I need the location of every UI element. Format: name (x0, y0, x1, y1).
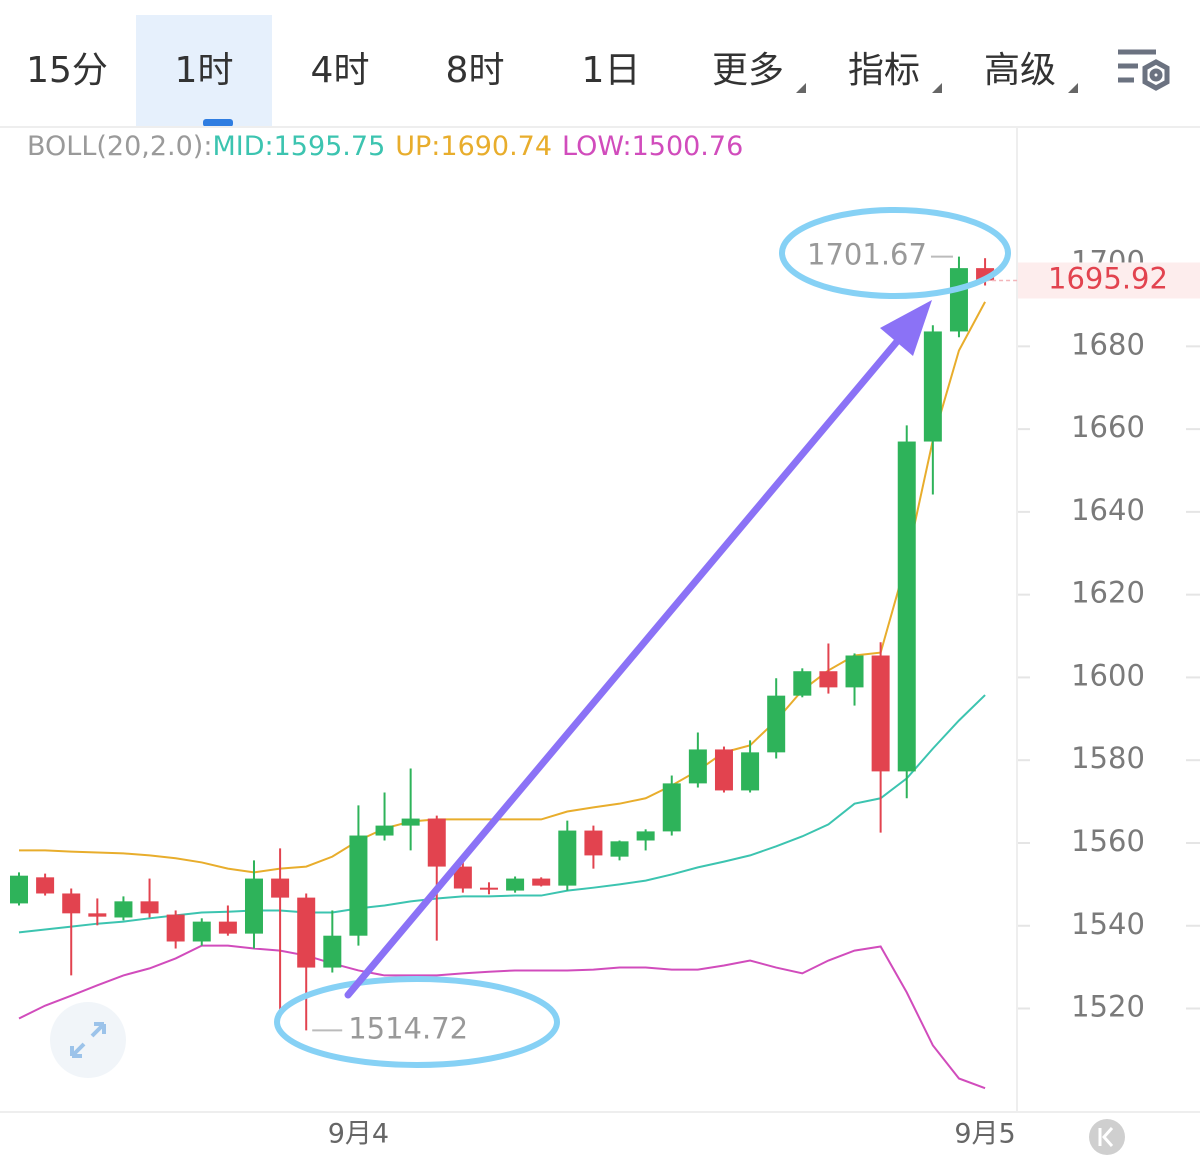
tab[interactable]: 1时 (175, 50, 234, 91)
candle-body (506, 878, 525, 891)
tab[interactable]: 1日 (582, 50, 641, 91)
candle-body (271, 878, 290, 898)
candle-body (584, 830, 603, 856)
y-tick-label: 1580 (1071, 741, 1145, 775)
candle-body (297, 897, 316, 968)
candle-body (923, 331, 942, 442)
candle-body (401, 818, 420, 826)
candle-body (636, 831, 655, 841)
active-tab-indicator (203, 119, 233, 127)
candle-body (10, 875, 28, 904)
tab[interactable]: 指标 (848, 50, 920, 91)
tab[interactable]: 高级 (984, 50, 1056, 91)
candle-body (714, 749, 733, 791)
tab[interactable]: 15分 (26, 50, 108, 91)
tab[interactable]: 更多 (712, 50, 784, 91)
candle-body (741, 752, 760, 791)
candle-body (949, 268, 968, 332)
candle-body (192, 921, 211, 942)
candle-body (88, 913, 107, 917)
legend-text: 1595.75 (274, 131, 386, 162)
candle-body (897, 441, 916, 772)
candle-body (793, 671, 812, 696)
candle-body (819, 671, 838, 688)
y-tick-label: 1660 (1071, 410, 1145, 444)
y-tick-label: 1560 (1071, 824, 1145, 858)
x-tick-label: 9月5 (954, 1119, 1015, 1150)
candle-body (323, 935, 342, 968)
candle-body (62, 893, 81, 914)
settings-icon[interactable] (1118, 49, 1170, 91)
y-tick-label: 1640 (1071, 493, 1145, 527)
candle-body (375, 825, 394, 836)
legend-text: UP: (395, 131, 440, 162)
y-tick-label: 1600 (1071, 658, 1145, 692)
candle-body (845, 655, 864, 688)
dropdown-caret (932, 83, 942, 93)
trend-arrow (344, 328, 909, 999)
candle-body (140, 901, 159, 914)
indicator-legend: BOLL(20,2.0):MID:1595.75 UP:1690.74 LOW:15… (27, 131, 743, 162)
scroll-latest-button[interactable] (1089, 1119, 1125, 1155)
dropdown-caret (1068, 83, 1078, 93)
y-tick-label: 1680 (1071, 327, 1145, 361)
legend-text: 1500.76 (632, 131, 744, 162)
min-label: 1514.72 (348, 1011, 468, 1045)
tab[interactable]: 8时 (446, 50, 505, 91)
candle-body (532, 878, 551, 886)
legend-text: BOLL(20,2.0): (27, 131, 212, 162)
highlight-ellipse (274, 976, 560, 1068)
active-tab-bg (136, 15, 272, 127)
max-label: 1701.67 (807, 238, 927, 272)
candle-body (349, 835, 368, 936)
legend-text: MID: (212, 131, 273, 162)
last-price-tag (1018, 262, 1200, 299)
boll-line (18, 944, 986, 1090)
candle-body (427, 818, 446, 867)
y-tick-label: 1620 (1071, 576, 1145, 610)
highlight-ellipse (779, 207, 1011, 299)
candle-body (218, 921, 237, 934)
candle-body (767, 695, 786, 753)
candle-body (871, 655, 890, 772)
tab[interactable]: 4时 (311, 50, 370, 91)
last-price-label: 1695.92 (1048, 261, 1168, 295)
candle-body (453, 866, 472, 889)
candle-body (114, 901, 133, 918)
candle-body (558, 830, 577, 886)
candle-body (244, 878, 263, 934)
candle-body (36, 877, 55, 894)
candle-body (610, 841, 629, 857)
candle-body (688, 749, 707, 784)
legend-text: LOW: (562, 131, 632, 162)
expand-button[interactable] (50, 1002, 126, 1078)
legend-text: 1690.74 (440, 131, 552, 162)
candle-body (166, 914, 185, 942)
candle-body (479, 887, 498, 890)
candle-body (662, 783, 681, 832)
boll-line (19, 301, 986, 874)
y-tick-label: 1540 (1071, 907, 1145, 941)
dropdown-caret (796, 83, 806, 93)
x-tick-label: 9月4 (328, 1119, 389, 1150)
trend-arrowhead (880, 300, 932, 356)
y-tick-label: 1520 (1071, 990, 1145, 1024)
